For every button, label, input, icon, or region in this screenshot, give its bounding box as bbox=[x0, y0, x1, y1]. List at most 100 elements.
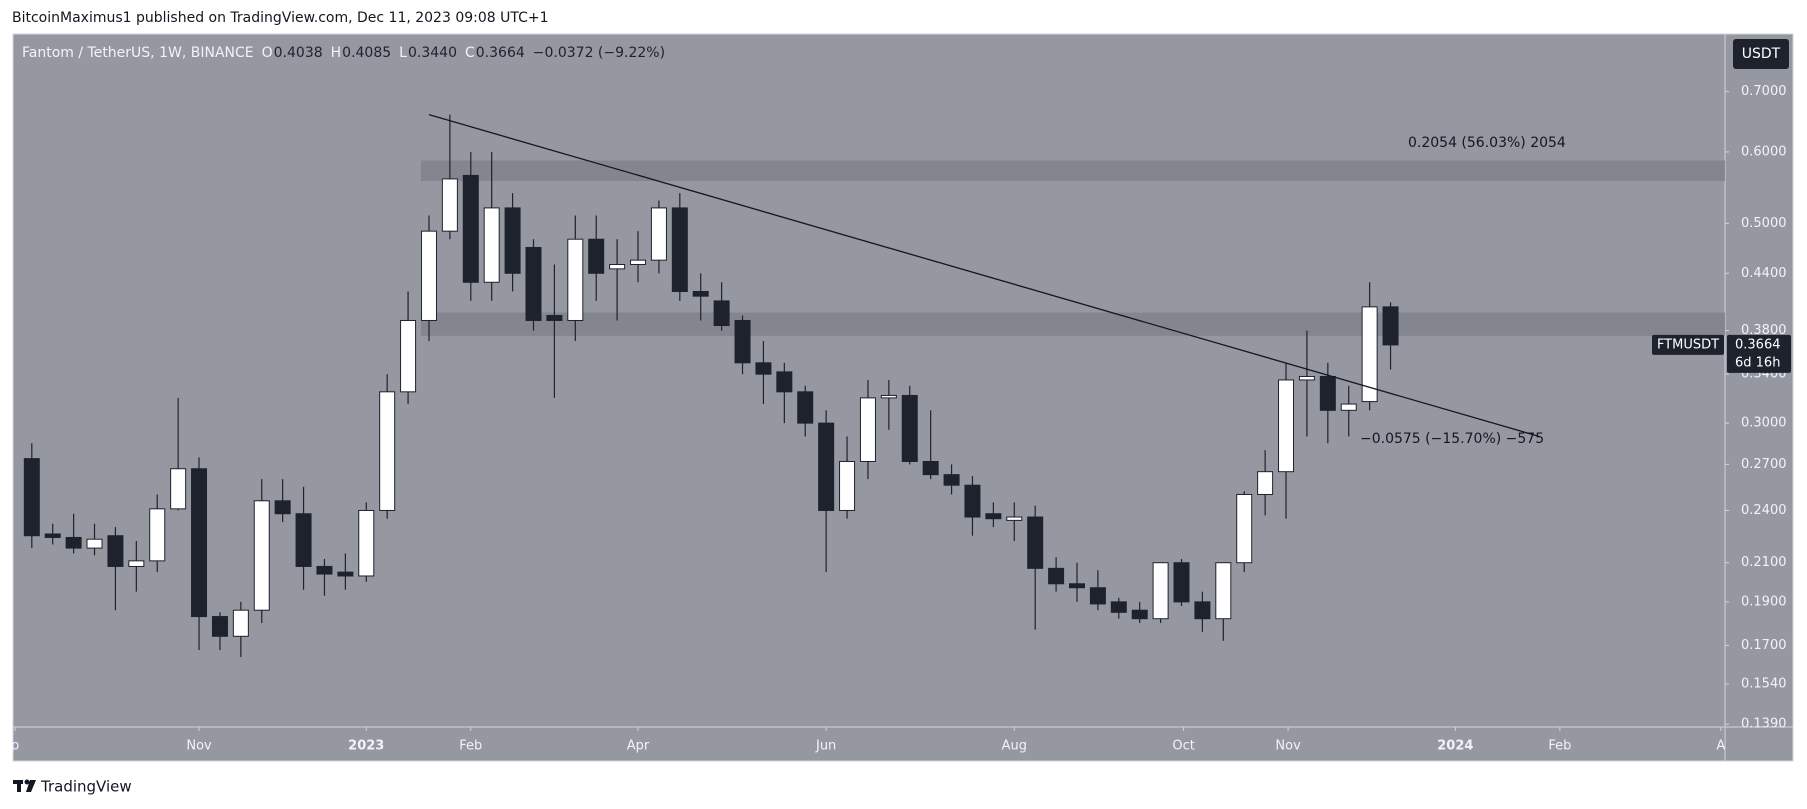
candle-body bbox=[1215, 562, 1232, 620]
y-tick-label: 0.3800 bbox=[1741, 323, 1787, 338]
tradingview-logo: TradingView bbox=[13, 778, 132, 796]
candle-body bbox=[274, 500, 291, 515]
candle-body bbox=[1131, 609, 1148, 620]
legend-value: 0.4085 bbox=[342, 45, 391, 61]
candle-body bbox=[734, 319, 751, 364]
candle-body bbox=[1236, 493, 1253, 564]
logo-shape bbox=[24, 779, 30, 785]
x-tick-label: Jun bbox=[815, 739, 836, 754]
candle-body bbox=[462, 174, 479, 283]
y-tick-label: 0.2700 bbox=[1741, 457, 1787, 472]
x-tick-label: Nov bbox=[1275, 739, 1301, 754]
y-tick-label: 0.4400 bbox=[1741, 266, 1787, 281]
candle-body bbox=[1257, 471, 1274, 495]
candle-body bbox=[441, 178, 458, 232]
x-tick-label: 2024 bbox=[1437, 739, 1473, 754]
candle-body bbox=[170, 468, 187, 510]
y-tick-label: 0.2400 bbox=[1741, 503, 1787, 518]
y-tick-label: 0.5000 bbox=[1741, 216, 1787, 231]
y-tick-label: 0.2100 bbox=[1741, 555, 1787, 570]
currency-label[interactable]: USDT bbox=[1742, 46, 1781, 62]
candle-body bbox=[1173, 562, 1190, 603]
candle-body bbox=[588, 238, 605, 274]
legend-key: L bbox=[399, 45, 407, 61]
candle-body bbox=[922, 460, 939, 476]
x-tick-label: Oct bbox=[1172, 739, 1194, 754]
x-tick-label: 2023 bbox=[348, 739, 384, 754]
x-tick-label: Aug bbox=[1002, 739, 1027, 754]
candle-body bbox=[1340, 403, 1357, 411]
plot-area: 0.70000.60000.50000.44000.38000.34000.30… bbox=[11, 84, 1787, 753]
price-label: 0.3664 bbox=[1735, 337, 1781, 352]
candle-body bbox=[1319, 375, 1336, 411]
candle-body bbox=[128, 560, 145, 567]
candle-body bbox=[609, 263, 626, 270]
candle-body bbox=[525, 246, 542, 321]
candle-body bbox=[211, 616, 228, 637]
candle-body bbox=[1048, 567, 1065, 585]
ohlc-legend: Fantom / TetherUS, 1W, BINANCE O0.4038 H0.… bbox=[22, 45, 665, 61]
y-tick-label: 0.1540 bbox=[1741, 677, 1787, 692]
candle-body bbox=[1382, 306, 1399, 346]
candle-body bbox=[755, 362, 772, 375]
logo-shape bbox=[26, 780, 36, 792]
resistance-zone bbox=[420, 160, 1725, 182]
candle-body bbox=[630, 259, 647, 265]
legend-change: −0.0372 (−9.22%) bbox=[533, 45, 665, 61]
candle-body bbox=[504, 207, 521, 274]
candle-body bbox=[964, 484, 981, 518]
candle-body bbox=[295, 513, 312, 567]
candle-body bbox=[1152, 562, 1169, 620]
legend-value: 0.3664 bbox=[476, 45, 525, 61]
candle-body bbox=[232, 609, 249, 637]
measure-annotation: −0.0575 (−15.70%) −575 bbox=[1360, 431, 1544, 447]
countdown-label: 6d 16h bbox=[1735, 355, 1780, 370]
candle-body bbox=[859, 397, 876, 462]
x-tick-label: p bbox=[11, 739, 19, 754]
currency-button[interactable] bbox=[1733, 39, 1789, 69]
candle-body bbox=[358, 509, 375, 577]
candle-body bbox=[797, 391, 814, 424]
published-line: BitcoinMaximus1 published on TradingView… bbox=[12, 10, 549, 26]
y-tick-label: 0.1390 bbox=[1741, 717, 1787, 732]
x-tick-label: Nov bbox=[186, 739, 212, 754]
candle-body bbox=[692, 290, 709, 297]
candle-body bbox=[420, 230, 437, 321]
candle-body bbox=[546, 314, 563, 321]
candle-body bbox=[567, 238, 584, 321]
x-tick-label: Feb bbox=[1548, 739, 1571, 754]
candle-body bbox=[671, 207, 688, 292]
candle-body bbox=[901, 394, 918, 462]
candle-body bbox=[107, 535, 124, 567]
y-tick-label: 0.6000 bbox=[1741, 144, 1787, 159]
symbol: Fantom / TetherUS, 1W, BINANCE bbox=[22, 45, 254, 61]
candle-body bbox=[880, 394, 897, 399]
candle-body bbox=[713, 300, 730, 327]
candle-body bbox=[650, 207, 667, 261]
candle-body bbox=[86, 538, 103, 549]
legend-value: 0.4038 bbox=[274, 45, 323, 61]
y-tick-label: 0.3000 bbox=[1741, 416, 1787, 431]
y-tick-label: 0.7000 bbox=[1741, 84, 1787, 99]
candle-body bbox=[985, 513, 1002, 520]
candle-body bbox=[1361, 306, 1378, 403]
candle-body bbox=[379, 391, 396, 511]
candle-body bbox=[44, 533, 61, 538]
legend-key: C bbox=[465, 45, 475, 61]
candle-body bbox=[316, 565, 333, 575]
trendline bbox=[428, 113, 1540, 438]
candle-body bbox=[839, 460, 856, 511]
y-tick-label: 0.1700 bbox=[1741, 638, 1787, 653]
candle-body bbox=[818, 422, 835, 511]
candle-body bbox=[23, 458, 40, 537]
candle-body bbox=[1110, 601, 1127, 613]
candle-body bbox=[776, 371, 793, 393]
candle-body bbox=[1068, 583, 1085, 589]
measure-annotation: 0.2054 (56.03%) 2054 bbox=[1408, 135, 1566, 151]
candle-body bbox=[1089, 587, 1106, 605]
y-tick-label: 0.1900 bbox=[1741, 594, 1787, 609]
x-tick-label: Apr bbox=[627, 739, 650, 754]
candle-body bbox=[253, 500, 270, 611]
candle-body bbox=[337, 571, 354, 577]
